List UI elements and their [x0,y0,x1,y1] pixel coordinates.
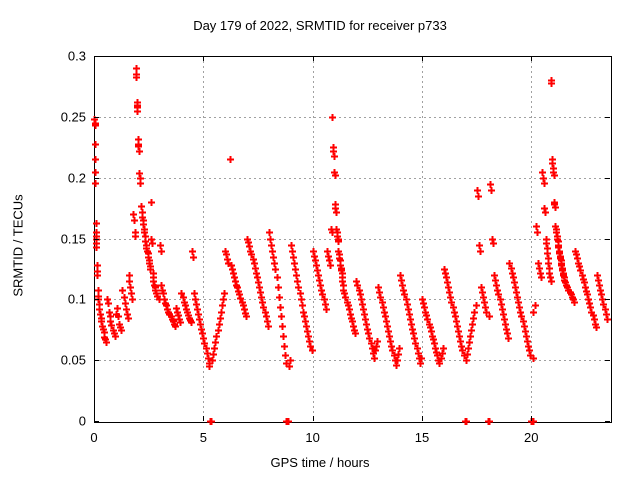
x-tick-label: 10 [305,430,320,445]
y-tick-label: 0.25 [60,109,86,125]
x-tick-label: 15 [414,430,430,445]
y-tick-label: 0 [78,413,86,429]
y-tick-label: 0.3 [67,48,86,64]
y-tick-label: 0.05 [60,352,86,368]
y-tick-label: 0.15 [60,231,86,246]
y-tick-label: 0.1 [67,291,86,307]
plot-area [94,56,612,423]
y-tick-label: 0.2 [67,170,86,186]
page-title: Day 179 of 2022, SRMTID for receiver p73… [193,18,447,33]
x-tick-label: 20 [524,430,539,445]
y-axis-label: SRMTID / TECUs [10,194,26,297]
x-tick-label: 5 [199,430,207,445]
x-axis-label: GPS time / hours [270,455,370,470]
x-tick-label: 0 [90,430,98,445]
